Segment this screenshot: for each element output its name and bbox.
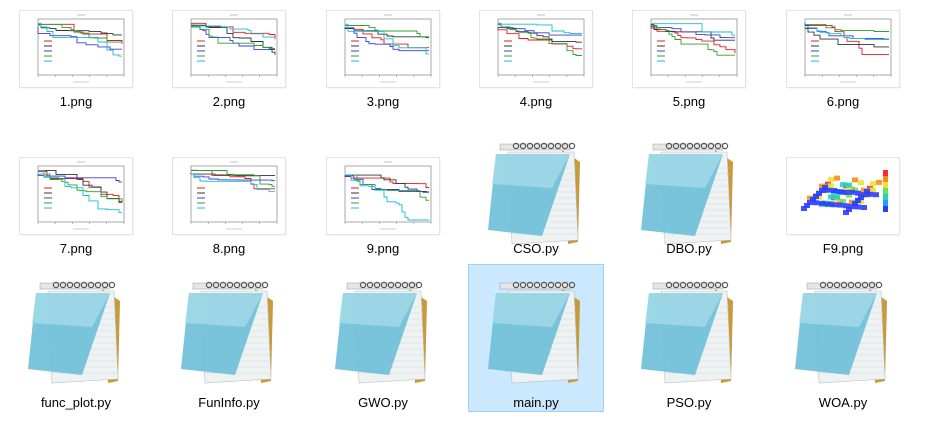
file-name-label: DBO.py — [666, 241, 712, 256]
file-item[interactable]: CSO.py — [468, 142, 604, 295]
file-item[interactable]: 4.png — [468, 0, 604, 148]
file-name-label: 2.png — [212, 94, 246, 109]
file-name-label: 9.png — [366, 241, 400, 256]
file-name-label: FunInfo.py — [198, 395, 260, 410]
convergence-chart-thumbnail — [327, 158, 439, 234]
notepad-file-icon — [175, 271, 283, 393]
file-item[interactable]: 2.png — [161, 0, 297, 148]
notepad-file-icon — [22, 271, 130, 393]
convergence-chart-thumbnail — [787, 11, 899, 87]
convergence-chart-thumbnail — [173, 11, 285, 87]
file-item[interactable]: 6.png — [775, 0, 911, 148]
file-item[interactable]: 3.png — [315, 0, 451, 148]
file-name-label: 5.png — [672, 94, 706, 109]
file-name-label: 4.png — [519, 94, 553, 109]
file-name-label: 7.png — [59, 241, 93, 256]
file-item[interactable]: DBO.py — [621, 142, 757, 295]
file-item[interactable]: 1.png — [8, 0, 144, 148]
file-name-label: 3.png — [366, 94, 400, 109]
convergence-chart-thumbnail — [173, 158, 285, 234]
convergence-chart-thumbnail — [633, 11, 745, 87]
file-item[interactable]: main.py — [468, 264, 604, 412]
file-item[interactable]: F9.png — [775, 147, 911, 295]
file-name-label: WOA.py — [818, 395, 868, 410]
file-name-label: CSO.py — [513, 241, 559, 256]
convergence-chart-thumbnail — [327, 11, 439, 87]
file-item[interactable]: 9.png — [315, 147, 451, 295]
file-name-label: 8.png — [212, 241, 246, 256]
notepad-file-icon — [482, 132, 590, 254]
notepad-file-icon — [482, 271, 590, 393]
convergence-chart-thumbnail — [480, 11, 592, 87]
file-name-label: main.py — [513, 395, 559, 410]
notepad-file-icon — [789, 271, 897, 393]
file-name-label: func_plot.py — [40, 395, 112, 410]
file-name-label: PSO.py — [666, 395, 712, 410]
file-name-label: GWO.py — [358, 395, 408, 410]
file-item[interactable]: func_plot.py — [8, 264, 144, 412]
file-name-label: 6.png — [826, 94, 860, 109]
surface-plot-thumbnail — [787, 158, 899, 234]
convergence-chart-thumbnail — [20, 158, 132, 234]
notepad-file-icon — [329, 271, 437, 393]
file-item[interactable]: 7.png — [8, 147, 144, 295]
file-item[interactable]: 5.png — [621, 0, 757, 148]
notepad-file-icon — [635, 132, 743, 254]
notepad-file-icon — [635, 271, 743, 393]
file-item[interactable]: 8.png — [161, 147, 297, 295]
file-item[interactable]: WOA.py — [775, 264, 911, 412]
file-item[interactable]: FunInfo.py — [161, 264, 297, 412]
file-name-label: 1.png — [59, 94, 93, 109]
file-name-label: F9.png — [822, 241, 864, 256]
file-item[interactable]: GWO.py — [315, 264, 451, 412]
file-item[interactable]: PSO.py — [621, 264, 757, 412]
convergence-chart-thumbnail — [20, 11, 132, 87]
